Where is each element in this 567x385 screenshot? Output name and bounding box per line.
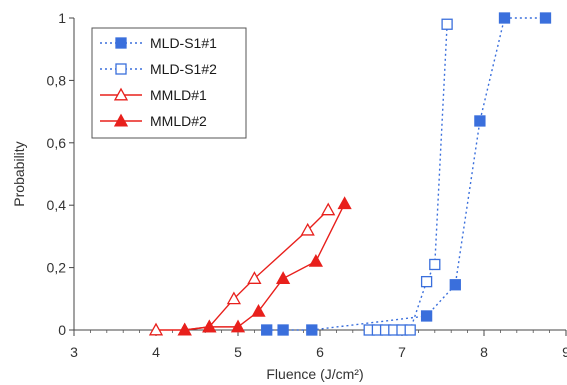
series-line [156,209,329,331]
x-tick-label: 9 [562,344,567,360]
series-3 [177,196,352,336]
legend-entry: MMLD#1 [100,87,207,103]
legend-marker [113,113,129,127]
y-tick-label: 0,2 [47,260,67,276]
x-axis-title: Fluence (J/cm²) [266,366,363,382]
data-point [441,18,453,30]
data-point [226,291,242,305]
data-point [148,322,164,336]
data-point [474,115,486,127]
data-point [498,12,511,24]
y-tick-label: 0,6 [47,135,67,151]
data-point [321,202,336,216]
y-axis-title: Probability [11,141,27,206]
series-line [369,24,448,331]
legend-marker [115,37,127,49]
data-point [420,275,433,288]
data-point [306,324,318,336]
data-point [277,324,289,336]
series-0 [261,12,552,336]
x-tick-label: 3 [70,344,78,360]
data-point [420,310,433,322]
data-point [230,319,246,333]
y-tick-label: 0 [58,322,66,338]
series-line [184,203,346,331]
data-point [202,319,217,333]
legend-label: MLD-S1#1 [150,35,217,51]
y-tick-label: 0,4 [47,197,67,213]
legend-label: MLD-S1#2 [150,61,217,77]
series-line [266,17,546,331]
legend-entry: MMLD#2 [100,113,207,129]
x-tick-label: 6 [316,344,324,360]
y-tick-label: 1 [58,10,66,26]
legend-entry: MLD-S1#2 [100,61,217,77]
x-tick-label: 5 [234,344,242,360]
data-point [404,324,416,336]
legend-label: MMLD#1 [150,87,207,103]
data-point [251,303,266,317]
data-point [429,258,441,271]
series-layer [148,12,552,336]
data-point [275,271,291,284]
series-1 [363,18,453,336]
data-point [539,12,552,24]
x-tick-label: 7 [398,344,406,360]
data-point [177,322,192,336]
legend-marker [115,63,127,75]
legend-entry: MLD-S1#1 [100,35,217,51]
y-tick-label: 0,8 [47,72,67,88]
legend: MLD-S1#1 MLD-S1#2 MMLD#1 MMLD#2 [91,27,247,139]
data-point [449,279,461,291]
data-point [308,254,324,267]
series-2 [148,202,336,336]
data-point [261,324,273,336]
data-point [337,196,352,210]
legend-label: MMLD#2 [150,113,207,129]
x-tick-label: 8 [480,344,488,360]
data-point [300,222,315,236]
data-point [247,271,262,284]
legend-marker [113,87,129,101]
x-tick-label: 4 [152,344,160,360]
